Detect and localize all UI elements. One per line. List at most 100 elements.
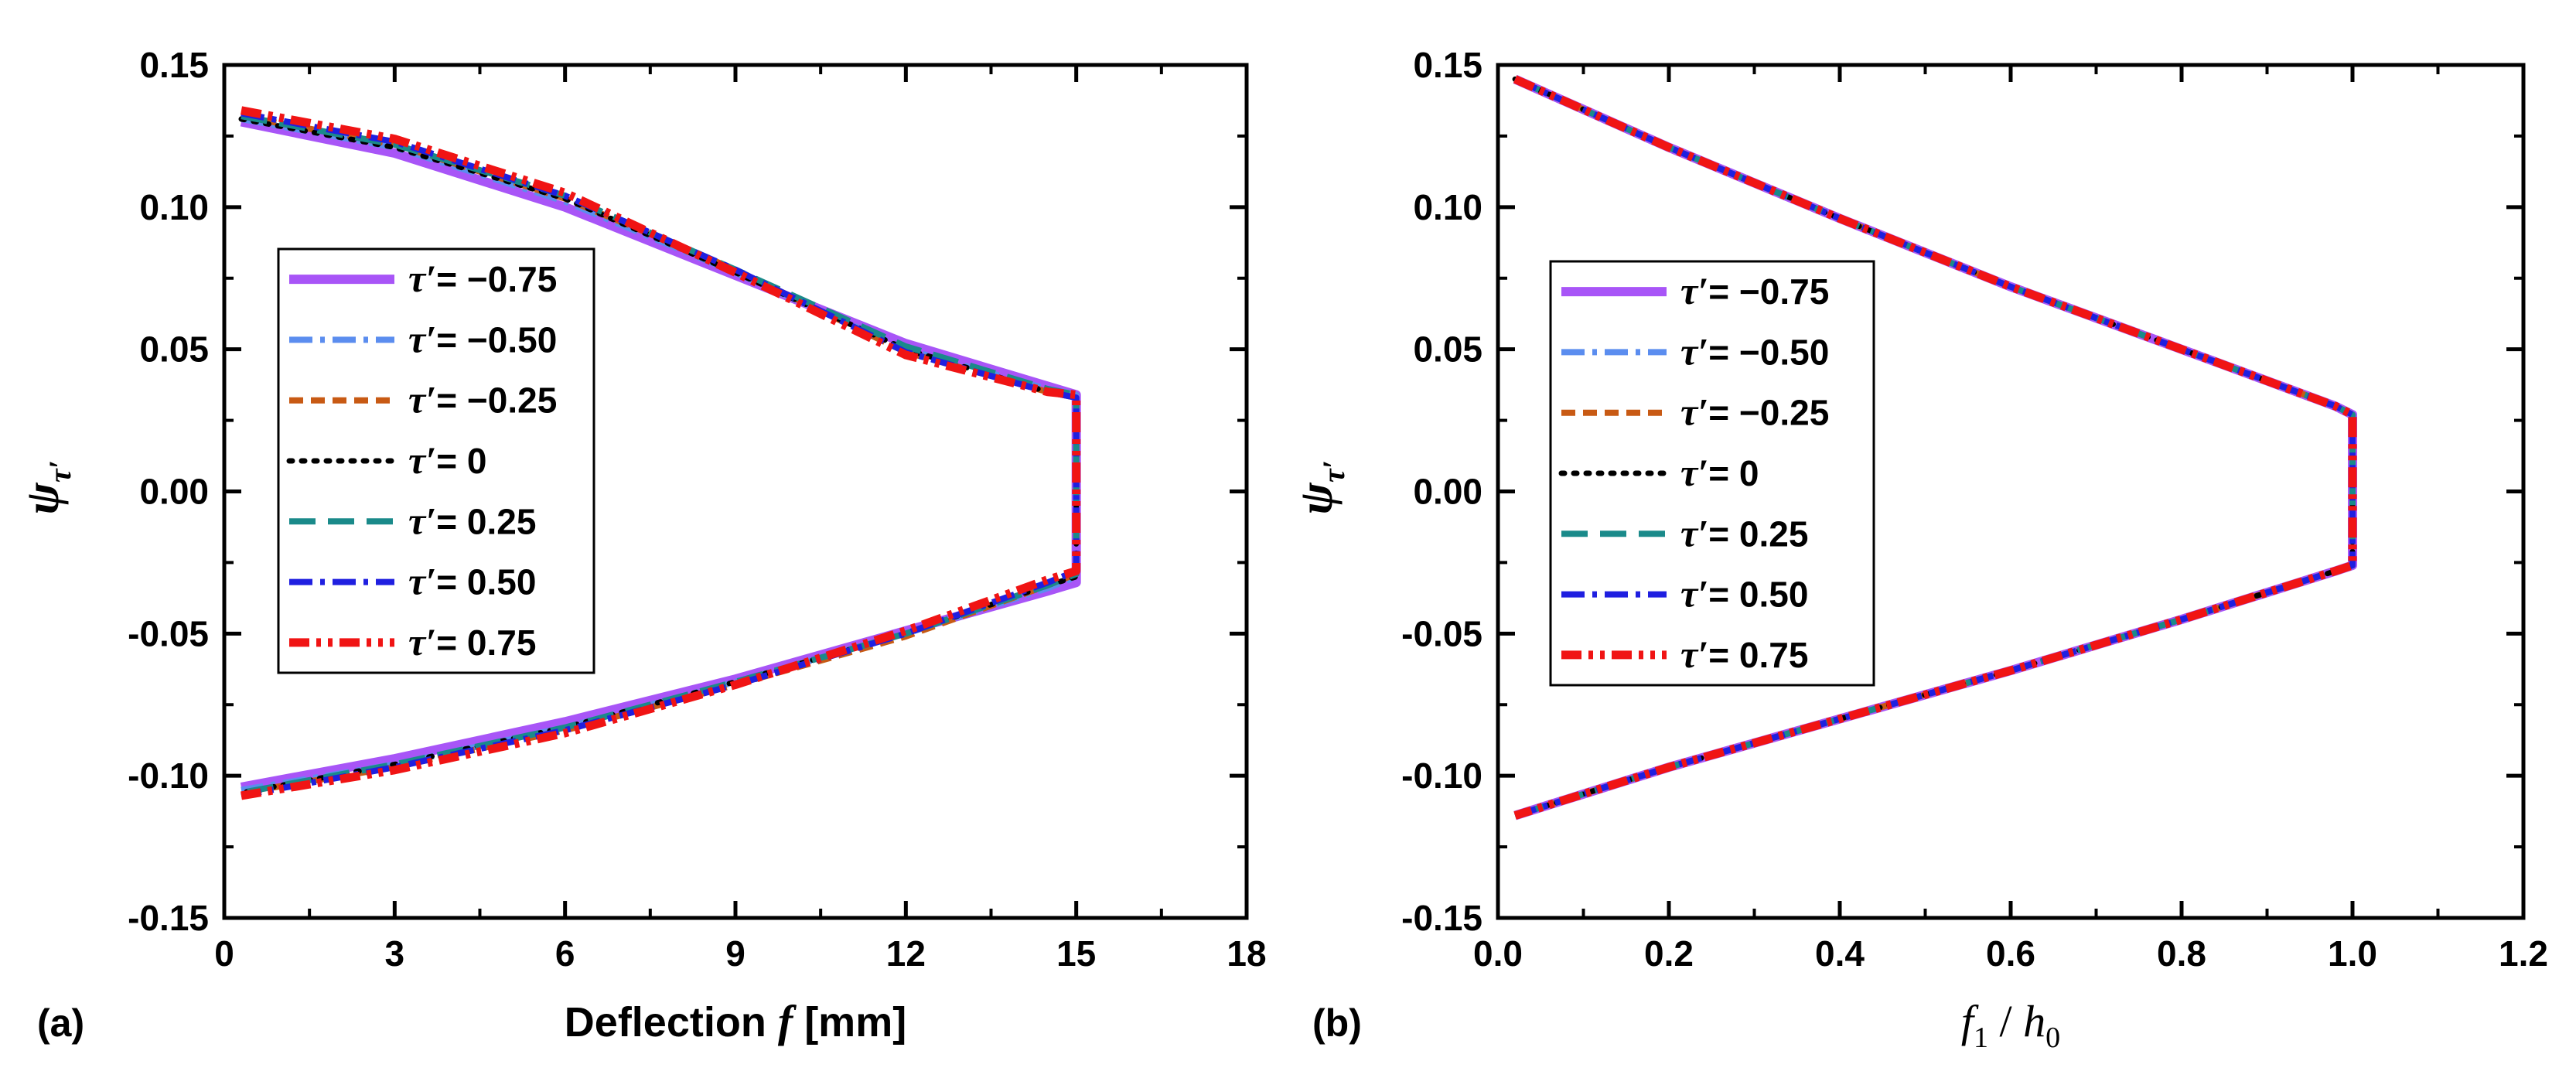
legend-label-2: τ′= −0.25 [1680,391,1829,434]
legend-label-5: τ′= 0.50 [1680,572,1808,616]
x-axis-label: Deflection f [mm] [565,996,906,1046]
legend-value: = 0.25 [436,501,536,541]
legend: τ′= −0.75τ′= −0.50τ′= −0.25τ′= 0τ′= 0.25… [277,247,595,674]
legend-value: = 0.50 [436,562,536,602]
panel-a: 0 3 6 9 12 15 18 0.15 0.10 0.05 0.00 -0.05 -0.10 -0.1… [16,45,1267,1046]
x-tick-label: 9 [725,933,746,974]
x-axis-sep: / [2000,996,2013,1046]
x-tick-label: 0 [214,933,234,974]
x-axis-sep-space2 [2012,996,2024,1046]
x-axis-label-space [766,999,778,1046]
legend-value: = −0.75 [1708,271,1829,312]
legend-box [1549,260,1875,687]
legend-tau-symbol: τ′ [408,317,436,360]
x-tick-label: 0.6 [1986,933,2035,974]
y-tick-label: -0.05 [1401,613,1482,653]
x-axis-label-space2 [793,999,804,1046]
legend-value: = 0.50 [1708,575,1808,615]
legend-tau-symbol: τ′ [1680,391,1708,434]
legend-value: = 0.75 [436,623,536,663]
y-tick-label: 0.10 [139,187,209,227]
legend-label-6: τ′= 0.75 [1680,633,1808,676]
x-tick-label: 15 [1056,933,1096,974]
x-tick-label: 0.2 [1644,933,1694,974]
legend: τ′= −0.75τ′= −0.50τ′= −0.25τ′= 0τ′= 0.25… [1549,260,1875,687]
series-line-6 [1513,75,2357,820]
legend-label-0: τ′= −0.75 [408,257,557,300]
y-tick-label: 0.05 [1413,329,1482,370]
legend-tau-symbol: τ′ [1680,633,1708,676]
x-axis-label: f1 / h0 [1961,996,2060,1054]
y-axis-symbol: ψ [1290,483,1343,515]
legend-label-4: τ′= 0.25 [408,499,536,542]
series-group [1512,74,2357,820]
x-tick-label: 6 [555,933,575,974]
x-tick-label: 1.2 [2499,933,2548,974]
y-axis-subscript: τ′ [43,460,77,483]
legend-tau-symbol: τ′ [408,438,436,482]
legend-tau-symbol: τ′ [1680,329,1708,373]
legend-tau-symbol: τ′ [1680,451,1708,494]
legend-value: = −0.25 [1708,393,1829,433]
x-tick-label: 0.0 [1473,933,1523,974]
legend-label-2: τ′= −0.25 [408,378,557,421]
legend-value: = 0 [436,441,486,481]
legend-label-3: τ′= 0 [1680,451,1759,494]
y-tick-label: 0.00 [1413,472,1482,512]
y-axis-symbol: ψ [16,483,69,515]
y-tick-label: 0.10 [1413,187,1482,227]
y-axis-label: ψτ′ [1290,460,1351,514]
legend-value: = 0.75 [1708,635,1808,675]
legend-tau-symbol: τ′ [1680,511,1708,554]
series-group [238,106,1081,800]
legend-value: = −0.50 [1708,332,1829,372]
x-axis-symbol-sub: 1 [1974,1022,1988,1054]
y-tick-label: 0.05 [139,329,209,370]
legend-tau-symbol: τ′ [408,560,436,603]
legend-value: = −0.75 [436,259,557,299]
x-axis-sep-space [1988,996,2000,1046]
panel-b: 0.0 0.2 0.4 0.6 0.8 1.0 1.2 0.15 0.10 0.05 0.00 -0.… [1290,45,2548,1054]
legend-tau-symbol: τ′ [408,620,436,664]
x-tick-label: 1.0 [2328,933,2377,974]
y-tick-label: -0.15 [128,898,209,938]
x-axis-symbol2: h [2023,996,2045,1046]
x-tick-label: 0.4 [1815,933,1865,974]
panel-label: (b) [1312,1001,1362,1045]
legend-value: = −0.50 [436,319,557,360]
y-axis-label: ψτ′ [16,460,77,514]
legend-label-0: τ′= −0.75 [1680,269,1829,312]
legend-label-6: τ′= 0.75 [408,620,536,664]
legend-value: = 0 [1708,453,1759,493]
y-tick-label: 0.15 [139,45,209,85]
legend-label-1: τ′= −0.50 [1680,329,1829,373]
y-tick-label: -0.10 [128,756,209,796]
x-axis-label-text: Deflection [565,999,766,1046]
y-axis-subscript: τ′ [1316,460,1351,483]
legend-label-5: τ′= 0.50 [408,560,536,603]
legend-tau-symbol: τ′ [408,499,436,542]
y-tick-label: 0.00 [139,472,209,512]
panel-label: (a) [37,1001,84,1045]
y-tick-label: -0.15 [1401,898,1482,938]
y-tick-label: 0.15 [1413,45,1482,85]
legend-value: = −0.25 [436,380,557,421]
x-axis-unit: [mm] [804,999,906,1046]
series-line-6 [240,106,1081,800]
x-axis-symbol2-sub: 0 [2045,1022,2060,1054]
legend-value: = 0.25 [1708,513,1808,554]
y-tick-label: -0.05 [128,613,209,653]
x-tick-label: 3 [385,933,405,974]
y-tick-label: -0.10 [1401,756,1482,796]
legend-tau-symbol: τ′ [1680,572,1708,616]
x-tick-label: 12 [886,933,926,974]
x-tick-label: 0.8 [2157,933,2206,974]
legend-tau-symbol: τ′ [1680,269,1708,312]
legend-tau-symbol: τ′ [408,378,436,421]
legend-label-3: τ′= 0 [408,438,487,482]
x-tick-label: 18 [1227,933,1266,974]
legend-tau-symbol: τ′ [408,257,436,300]
legend-label-4: τ′= 0.25 [1680,511,1808,554]
legend-label-1: τ′= −0.50 [408,317,557,360]
